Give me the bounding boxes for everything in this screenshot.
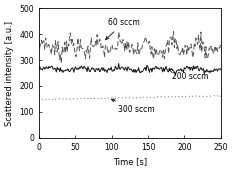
- Text: 200 sccm: 200 sccm: [169, 69, 209, 81]
- Text: 300 sccm: 300 sccm: [111, 99, 154, 114]
- Y-axis label: Scattered intensity [a.u.]: Scattered intensity [a.u.]: [5, 21, 14, 126]
- Text: 60 sccm: 60 sccm: [106, 18, 140, 40]
- X-axis label: Time [s]: Time [s]: [113, 157, 147, 166]
